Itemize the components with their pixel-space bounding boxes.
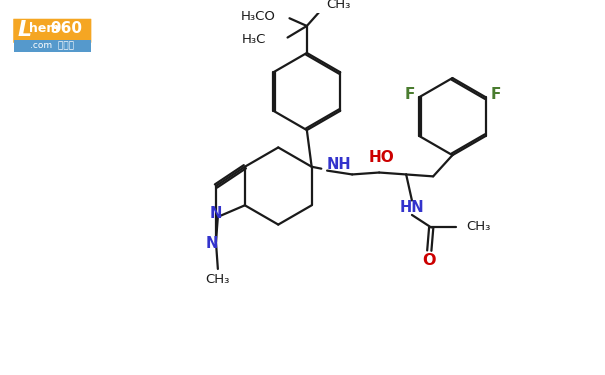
Text: 960: 960	[50, 21, 82, 36]
Text: CH₃: CH₃	[326, 0, 350, 11]
Text: CH₃: CH₃	[466, 220, 490, 233]
Text: O: O	[422, 253, 436, 268]
Text: F: F	[490, 87, 501, 102]
Text: HO: HO	[368, 150, 394, 165]
Text: N: N	[206, 236, 218, 251]
Text: NH: NH	[326, 157, 351, 172]
Text: H₃CO: H₃CO	[241, 10, 276, 23]
Text: hem: hem	[29, 22, 59, 35]
Text: H₃C: H₃C	[242, 33, 266, 46]
Text: F: F	[404, 87, 414, 102]
Text: CH₃: CH₃	[206, 273, 230, 286]
Text: HN: HN	[400, 200, 424, 215]
FancyBboxPatch shape	[13, 19, 91, 43]
Text: N: N	[210, 206, 222, 220]
Text: L: L	[18, 20, 31, 40]
FancyBboxPatch shape	[14, 40, 91, 52]
Text: .com  化工网: .com 化工网	[30, 42, 74, 51]
